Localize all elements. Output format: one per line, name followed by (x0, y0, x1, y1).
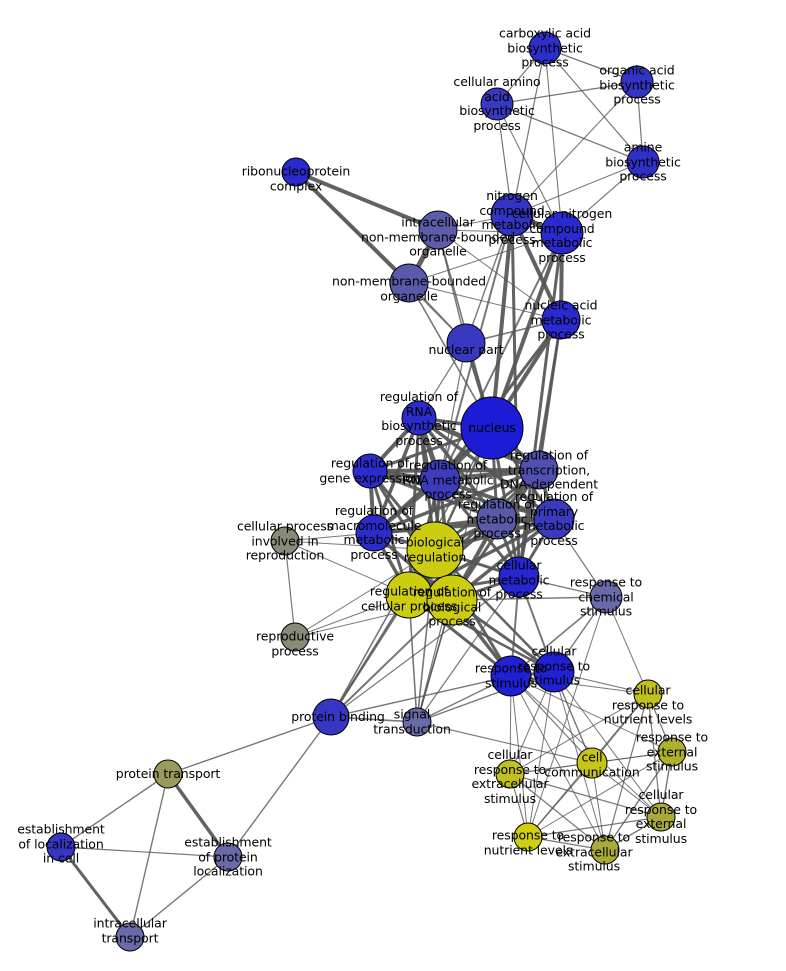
graph-edge (59, 845, 132, 939)
graph-edge (167, 716, 332, 775)
graph-node[interactable] (153, 759, 183, 789)
graph-node[interactable] (498, 556, 540, 598)
graph-edge (511, 81, 638, 216)
graph-edge (465, 214, 513, 344)
graph-edge (510, 675, 662, 818)
graph-node[interactable] (46, 832, 76, 862)
graph-edge (511, 47, 546, 216)
graph-edge (330, 675, 512, 718)
graph-edge (527, 671, 555, 838)
graph-node[interactable] (426, 574, 478, 626)
graph-edge (330, 576, 520, 718)
graph-edge (527, 596, 607, 838)
graph-node[interactable] (533, 651, 575, 693)
graph-node[interactable] (460, 396, 524, 460)
graph-edge (510, 596, 607, 677)
graph-node[interactable] (495, 759, 525, 789)
graph-edge (451, 596, 607, 601)
graph-node[interactable] (385, 571, 433, 619)
graph-edge (510, 675, 606, 851)
graph-node[interactable] (513, 822, 543, 852)
graph-node[interactable] (646, 802, 676, 832)
graph-node[interactable] (657, 737, 687, 767)
graph-node[interactable] (576, 747, 608, 779)
graph-edge (496, 81, 638, 105)
graph-edge (604, 693, 649, 851)
graph-edge (527, 751, 673, 838)
graph-edge (496, 103, 644, 163)
graph-edge (60, 773, 169, 848)
graph-edge (511, 161, 644, 216)
graph-node[interactable] (419, 459, 461, 501)
graph-node[interactable] (406, 521, 464, 579)
graph-node[interactable] (446, 323, 486, 363)
graph-edge (227, 716, 332, 858)
graph-edge (416, 671, 555, 723)
graph-node[interactable] (270, 526, 300, 556)
graph-edge (544, 47, 563, 234)
graph-edge (60, 846, 229, 858)
graph-edge (439, 342, 467, 481)
graph-edge (527, 816, 662, 838)
graph-node[interactable] (626, 145, 660, 179)
graph-edge (437, 229, 562, 321)
graph-edge (527, 762, 593, 838)
graph-node[interactable] (352, 453, 388, 489)
graph-node[interactable] (528, 31, 562, 65)
graph-edge (544, 47, 644, 163)
graph-edge (509, 773, 606, 851)
graph-node[interactable] (401, 400, 437, 436)
graph-node[interactable] (589, 580, 623, 614)
graph-edge (129, 773, 169, 938)
graph-edge (166, 772, 230, 859)
graph-edge (416, 721, 593, 764)
graph-edge (330, 599, 453, 718)
graph-edge (295, 171, 467, 344)
graph-edge (496, 103, 563, 234)
graph-edge (416, 576, 520, 723)
graph-edge (129, 856, 229, 938)
graph-node[interactable] (620, 65, 654, 99)
graph-edge (408, 282, 562, 321)
graph-node[interactable] (540, 211, 584, 255)
graph-node[interactable] (418, 210, 458, 250)
graph-edge (368, 469, 556, 521)
graph-node[interactable] (402, 707, 432, 737)
graph-edge (407, 517, 556, 597)
graph-node[interactable] (490, 193, 534, 237)
graph-node[interactable] (389, 263, 429, 303)
graph-edge (416, 549, 436, 723)
graph-node[interactable] (490, 655, 532, 697)
graph-edge (509, 773, 662, 818)
graph-node[interactable] (280, 622, 310, 652)
graph-node[interactable] (633, 679, 663, 709)
graph-node[interactable] (533, 498, 575, 540)
graph-node[interactable] (355, 514, 393, 552)
graph-edge (509, 693, 649, 775)
graph-node[interactable] (476, 498, 518, 540)
node-layer (46, 31, 687, 952)
graph-edge (605, 596, 649, 695)
graph-node[interactable] (115, 922, 145, 952)
graph-edge (294, 170, 440, 232)
graph-node[interactable] (213, 842, 243, 872)
graph-node[interactable] (519, 450, 559, 490)
edge-layer (59, 47, 673, 939)
graph-edge (510, 675, 529, 838)
graph-edge (330, 594, 410, 718)
graph-node[interactable] (281, 157, 311, 187)
graph-edge (284, 540, 296, 638)
graph-node[interactable] (480, 87, 514, 121)
graph-node[interactable] (590, 835, 620, 865)
graph-node[interactable] (541, 300, 581, 340)
graph-edge (604, 751, 673, 851)
graph-edge (408, 232, 563, 284)
graph-node[interactable] (312, 698, 350, 736)
graph-edge (490, 213, 514, 430)
graph-edge (510, 675, 673, 753)
graph-edge (647, 693, 662, 818)
